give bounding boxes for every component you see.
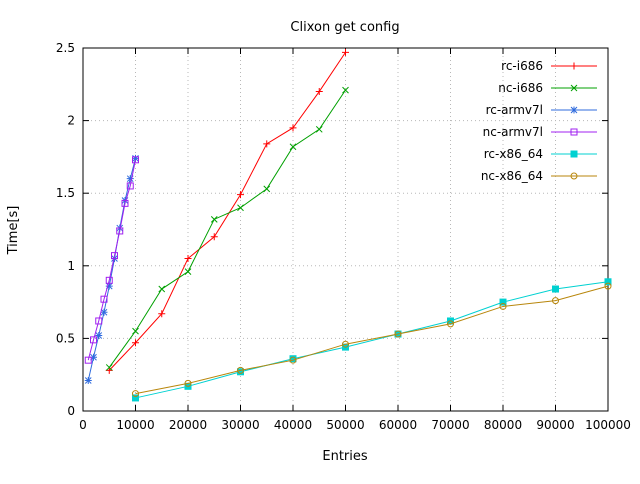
chart-title: Clixon get config bbox=[290, 20, 399, 35]
tick-labels: 0 10000 20000 30000 40000 50000 60000 70000 8000… bbox=[56, 41, 631, 432]
legend-item-nc-x86_64: nc-x86_64 bbox=[481, 169, 597, 183]
series-nc-i686 bbox=[105, 86, 349, 371]
series-markers-rc-x86_64 bbox=[132, 278, 612, 402]
y-axis-label: Time[s] bbox=[6, 206, 21, 256]
x-tick-label: 0 bbox=[79, 418, 87, 432]
legend-label: rc-armv7l bbox=[486, 103, 543, 117]
series-markers-nc-armv7l bbox=[84, 156, 139, 364]
legend-label: nc-x86_64 bbox=[481, 169, 543, 183]
series-line-nc-armv7l bbox=[87, 159, 136, 361]
series-nc-armv7l bbox=[84, 156, 139, 364]
legend-item-rc-armv7l: rc-armv7l bbox=[486, 103, 597, 117]
series-markers-nc-x86_64 bbox=[132, 282, 612, 398]
x-tick-label: 10000 bbox=[116, 418, 154, 432]
legend: rc-i686 nc-i686 rc-armv7l nc-armv7l rc-x86_6… bbox=[481, 59, 597, 183]
series-rc-i686 bbox=[105, 48, 349, 374]
series-markers-rc-i686 bbox=[105, 48, 349, 374]
series-rc-x86_64 bbox=[132, 278, 612, 402]
legend-label: nc-armv7l bbox=[483, 125, 543, 139]
x-tick-label: 30000 bbox=[221, 418, 259, 432]
legend-item-rc-x86_64: rc-x86_64 bbox=[484, 147, 597, 161]
legend-label: rc-i686 bbox=[501, 59, 543, 73]
x-tick-label: 40000 bbox=[274, 418, 312, 432]
x-tick-label: 50000 bbox=[326, 418, 364, 432]
series-line-rc-i686 bbox=[108, 52, 346, 371]
y-tick-label: 0.5 bbox=[56, 331, 75, 345]
series-line-nc-x86_64 bbox=[135, 285, 609, 395]
x-tick-label: 20000 bbox=[169, 418, 207, 432]
x-tick-label: 100000 bbox=[585, 418, 631, 432]
series-line-rc-x86_64 bbox=[135, 281, 609, 399]
x-tick-label: 80000 bbox=[484, 418, 522, 432]
legend-item-nc-armv7l: nc-armv7l bbox=[483, 125, 597, 139]
series-line-nc-i686 bbox=[108, 89, 346, 368]
x-tick-label: 70000 bbox=[431, 418, 469, 432]
y-tick-label: 2.5 bbox=[56, 41, 75, 55]
series-markers-nc-i686 bbox=[105, 86, 349, 371]
y-tick-label: 1 bbox=[67, 259, 75, 273]
x-tick-label: 60000 bbox=[379, 418, 417, 432]
legend-item-rc-i686: rc-i686 bbox=[501, 59, 597, 73]
y-tick-label: 2 bbox=[67, 114, 75, 128]
legend-label: nc-i686 bbox=[498, 81, 543, 95]
x-axis-label: Entries bbox=[322, 449, 368, 464]
series-nc-x86_64 bbox=[132, 282, 612, 398]
series-line-rc-armv7l bbox=[87, 158, 136, 381]
y-tick-label: 1.5 bbox=[56, 186, 75, 200]
x-tick-label: 90000 bbox=[536, 418, 574, 432]
y-tick-label: 0 bbox=[67, 404, 75, 418]
legend-label: rc-x86_64 bbox=[484, 147, 543, 161]
plot-border bbox=[82, 47, 609, 412]
legend-item-nc-i686: nc-i686 bbox=[498, 81, 597, 95]
